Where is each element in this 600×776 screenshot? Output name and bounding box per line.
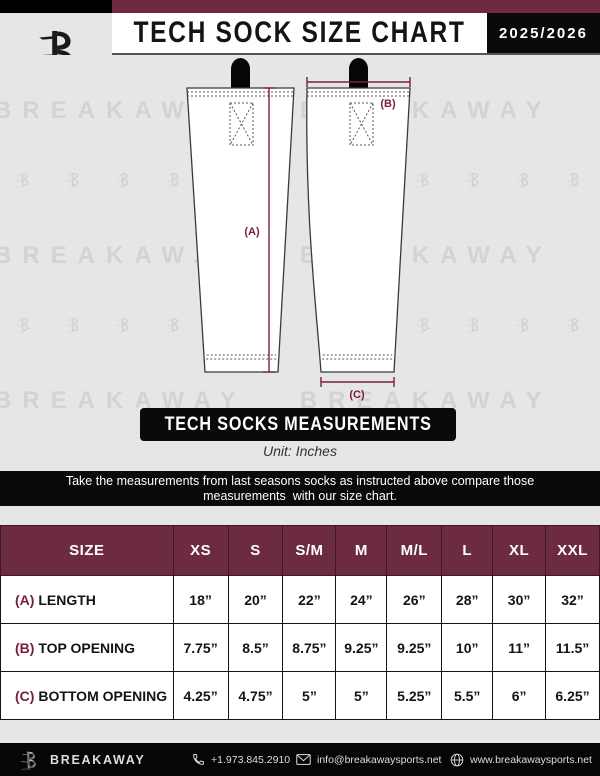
svg-text:(A): (A) [244, 226, 260, 238]
svg-text:(C): (C) [349, 389, 365, 401]
svg-text:(B): (B) [380, 98, 396, 110]
